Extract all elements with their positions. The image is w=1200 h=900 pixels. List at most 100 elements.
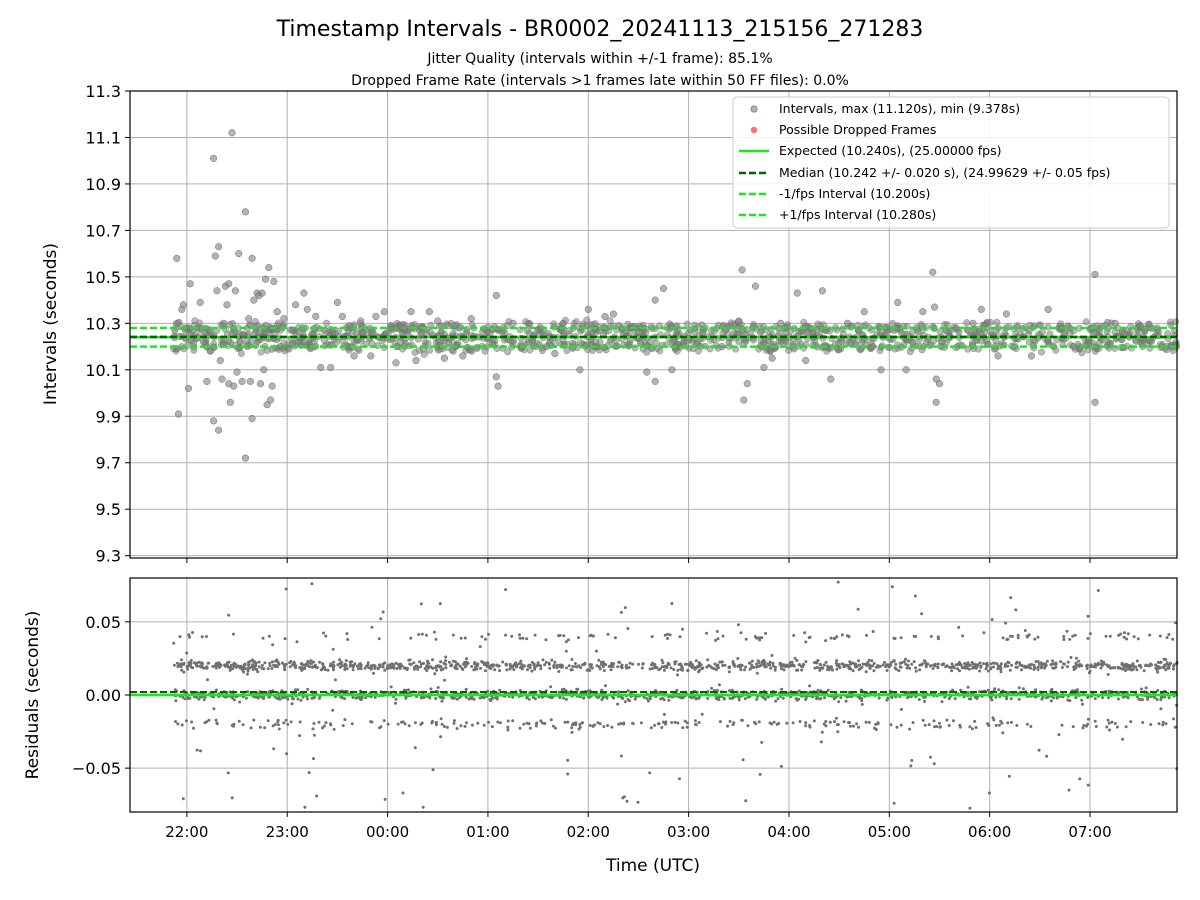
interval-point bbox=[914, 327, 922, 335]
residual-point bbox=[548, 666, 552, 670]
residual-point bbox=[275, 665, 279, 669]
residual-point bbox=[1159, 660, 1163, 664]
residual-point bbox=[1077, 664, 1081, 668]
interval-point bbox=[504, 348, 512, 356]
residual-point bbox=[176, 665, 180, 668]
residual-point bbox=[768, 660, 772, 664]
residual-point bbox=[508, 667, 512, 671]
residual-point bbox=[1039, 662, 1042, 666]
residual-point bbox=[956, 667, 960, 671]
interval-outlier-point bbox=[218, 375, 226, 383]
residual-point bbox=[1158, 634, 1162, 638]
interval-point bbox=[589, 347, 596, 354]
residual-point bbox=[533, 633, 537, 637]
residual-point bbox=[970, 661, 974, 664]
residual-point bbox=[310, 696, 314, 700]
residual-point bbox=[822, 663, 826, 667]
residual-point bbox=[663, 633, 667, 637]
residual-point bbox=[331, 708, 335, 712]
residual-point bbox=[355, 664, 359, 668]
residual-point bbox=[761, 695, 765, 699]
interval-outlier-point bbox=[303, 305, 311, 313]
interval-outlier-point bbox=[751, 282, 760, 290]
intervals-grid bbox=[130, 90, 1177, 558]
residual-point bbox=[710, 686, 714, 690]
interval-outlier-point bbox=[1091, 398, 1099, 406]
residual-point bbox=[871, 664, 875, 668]
residual-point bbox=[318, 696, 321, 700]
residual-point bbox=[646, 699, 650, 703]
residual-point bbox=[947, 724, 951, 727]
residual-point bbox=[263, 661, 267, 665]
residual-point bbox=[373, 666, 377, 670]
residual-point bbox=[434, 697, 438, 700]
residual-point bbox=[750, 666, 754, 670]
residual-point bbox=[717, 683, 721, 687]
residual-point bbox=[918, 663, 922, 667]
residual-point bbox=[739, 631, 743, 635]
residual-point bbox=[439, 668, 443, 672]
residual-point bbox=[333, 678, 337, 682]
residual-point bbox=[872, 669, 876, 673]
residual-point bbox=[344, 659, 348, 663]
residual-point bbox=[1132, 635, 1136, 639]
residual-point bbox=[673, 720, 677, 724]
residual-point bbox=[897, 669, 901, 673]
residual-point bbox=[1139, 687, 1143, 691]
residual-point bbox=[381, 610, 385, 614]
residual-point bbox=[764, 631, 767, 635]
interval-outlier-point bbox=[225, 280, 233, 288]
residual-point bbox=[945, 718, 949, 722]
residual-point bbox=[271, 643, 275, 647]
residual-point bbox=[760, 636, 764, 640]
residual-point bbox=[1006, 721, 1010, 725]
interval-outlier-point bbox=[292, 301, 300, 309]
residual-point bbox=[298, 734, 302, 738]
residual-point bbox=[602, 669, 606, 672]
interval-outlier-point bbox=[740, 396, 748, 404]
interval-point bbox=[357, 337, 365, 345]
residual-point bbox=[744, 637, 748, 641]
intervals-axes-frame bbox=[129, 90, 1178, 559]
residual-point bbox=[705, 665, 709, 669]
residual-point bbox=[1159, 707, 1163, 711]
residual-point bbox=[574, 665, 578, 669]
intervals-y-tick-label: 11.3 bbox=[85, 82, 121, 101]
residual-point bbox=[1071, 725, 1075, 729]
residual-point bbox=[263, 726, 267, 730]
residual-point bbox=[328, 664, 332, 668]
residual-point bbox=[597, 658, 601, 662]
interval-point bbox=[263, 347, 271, 354]
residual-point bbox=[268, 661, 272, 665]
residual-point bbox=[1073, 633, 1077, 637]
residual-point bbox=[815, 697, 818, 701]
residual-point bbox=[1025, 722, 1029, 726]
interval-point bbox=[437, 329, 445, 337]
residual-point bbox=[192, 661, 196, 665]
residual-point bbox=[487, 632, 490, 636]
residual-point bbox=[622, 721, 626, 725]
residual-point bbox=[1029, 725, 1033, 728]
intervals-y-tick-label: 10.1 bbox=[85, 361, 121, 380]
residuals-panel: 0.05 0.00 −0.05 Residuals (seconds) bbox=[23, 577, 1179, 813]
interval-outlier-point bbox=[276, 343, 285, 351]
residual-point bbox=[268, 664, 272, 668]
intervals-panel: 9.3 9.5 9.7 9.9 10.1 10.3 10.5 10.7 10.9 11.1 11.3… bbox=[41, 82, 1180, 566]
residual-point bbox=[1071, 634, 1075, 638]
residual-point bbox=[804, 724, 808, 728]
intervals-y-tick-label: 10.5 bbox=[85, 268, 121, 287]
residual-point bbox=[970, 727, 974, 731]
residual-point bbox=[856, 607, 860, 611]
residual-point bbox=[449, 664, 453, 668]
residual-point bbox=[311, 665, 315, 669]
legend-label-dropped: Possible Dropped Frames bbox=[779, 122, 936, 137]
residual-point bbox=[1101, 696, 1104, 700]
residual-point bbox=[1099, 662, 1103, 666]
residual-point bbox=[444, 659, 448, 663]
residual-point bbox=[1029, 666, 1033, 670]
interval-outlier-point bbox=[241, 454, 249, 462]
interval-point bbox=[906, 348, 914, 356]
residual-point bbox=[1105, 725, 1109, 729]
residual-point bbox=[486, 661, 489, 665]
residual-point bbox=[1074, 661, 1078, 665]
